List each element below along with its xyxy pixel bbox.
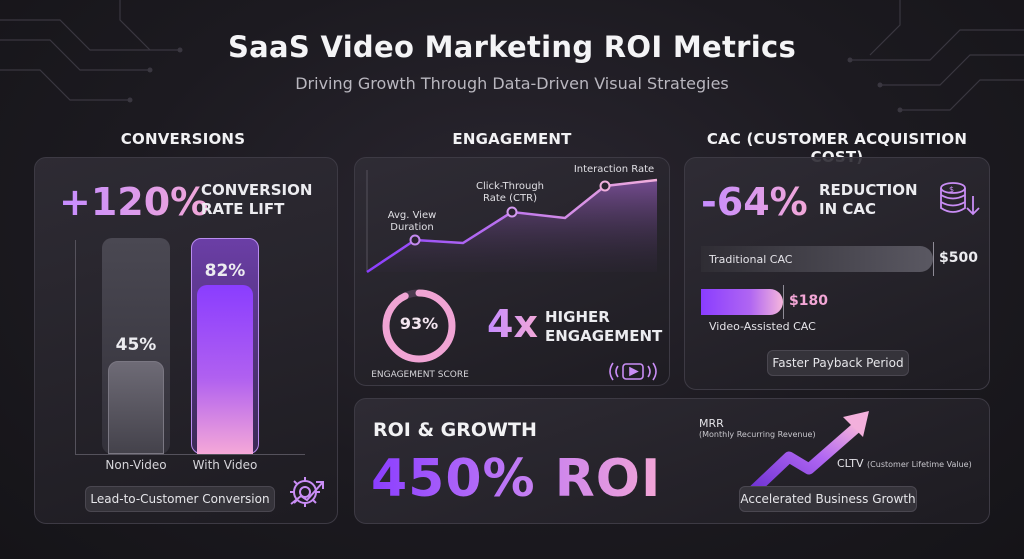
engagement-heading: ENGAGEMENT	[452, 130, 572, 148]
lead-to-customer-pill: Lead-to-Customer Conversion	[85, 486, 275, 512]
video-assisted-marker	[783, 285, 784, 319]
chart-x-axis	[75, 454, 305, 455]
ctr-point	[506, 206, 518, 218]
non-video-bar	[108, 361, 164, 454]
svg-text:$: $	[949, 185, 954, 194]
with-video-value: 82%	[204, 261, 246, 281]
mrr-sub-label: (Monthly Recurring Revenue)	[699, 430, 816, 439]
engagement-score-value: 93%	[399, 314, 439, 333]
roi-value: 450% ROI	[371, 449, 662, 509]
conversion-lift-label: CONVERSION RATE LIFT	[201, 181, 313, 218]
non-video-label: Non-Video	[105, 458, 167, 472]
accelerated-growth-pill: Accelerated Business Growth	[739, 486, 917, 512]
with-video-label: With Video	[192, 458, 258, 472]
ctr-label: Click-Through Rate (CTR)	[476, 181, 544, 204]
with-video-bar	[197, 285, 253, 454]
video-assisted-cac-label: Video-Assisted CAC	[709, 320, 816, 333]
engagement-multiplier: 4x	[487, 302, 538, 346]
video-assisted-cac-bar	[701, 289, 783, 315]
page-title: SaaS Video Marketing ROI Metrics	[227, 30, 797, 64]
page-subtitle: Driving Growth Through Data-Driven Visua…	[295, 74, 729, 93]
conversions-panel: +120% CONVERSION RATE LIFT 45% 82% Non-V…	[34, 157, 338, 524]
conversions-heading: CONVERSIONS	[120, 130, 246, 148]
video-play-icon	[609, 362, 657, 381]
non-video-value: 45%	[115, 335, 157, 355]
roi-panel: ROI & GROWTH 450% ROI MRR (Monthly Recur…	[354, 398, 990, 524]
chart-y-axis	[75, 240, 76, 454]
traditional-marker	[933, 242, 934, 276]
avg-view-point	[409, 234, 421, 246]
engagement-panel: Avg. View Duration Click-Through Rate (C…	[354, 157, 670, 386]
traditional-cac-label: Traditional CAC	[709, 253, 793, 266]
cltv-sub-label: (Customer Lifetime Value)	[867, 460, 972, 469]
cltv-label: CLTV (Customer Lifetime Value)	[837, 457, 972, 470]
avg-view-label: Avg. View Duration	[387, 210, 437, 233]
interaction-rate-label: Interaction Rate	[573, 164, 655, 175]
gear-growth-icon	[290, 477, 324, 507]
traditional-cac-value: $500	[939, 250, 978, 266]
growth-arrow-icon	[745, 411, 869, 499]
conversion-lift-value: +120%	[59, 180, 209, 224]
engagement-score-ring	[382, 289, 456, 363]
coins-down-icon: $	[940, 182, 980, 216]
engagement-line-chart	[366, 170, 658, 274]
higher-engagement-label: HIGHER ENGAGEMENT	[545, 308, 663, 345]
faster-payback-pill: Faster Payback Period	[767, 350, 909, 376]
roi-heading: ROI & GROWTH	[373, 419, 537, 441]
engagement-score-label: ENGAGEMENT SCORE	[371, 370, 469, 380]
cac-panel: -64% REDUCTION IN CAC $ Traditional CAC …	[684, 157, 990, 390]
video-assisted-cac-value: $180	[789, 293, 828, 309]
cac-reduction-label: REDUCTION IN CAC	[819, 181, 918, 218]
traditional-cac-bar	[701, 246, 933, 272]
interaction-point	[599, 180, 611, 192]
mrr-label: MRR	[699, 417, 724, 430]
cac-reduction-value: -64%	[701, 180, 808, 224]
